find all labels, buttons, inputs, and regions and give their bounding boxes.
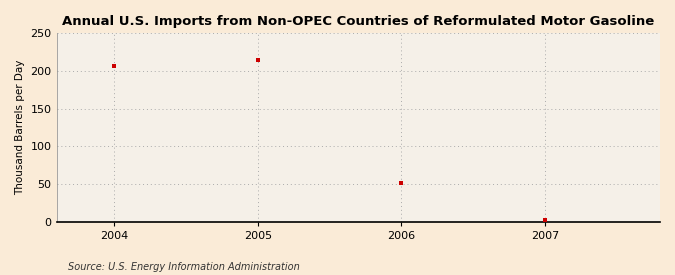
- Point: [539, 218, 550, 222]
- Point: [396, 181, 407, 186]
- Y-axis label: Thousand Barrels per Day: Thousand Barrels per Day: [15, 60, 25, 195]
- Point: [252, 57, 263, 62]
- Text: Source: U.S. Energy Information Administration: Source: U.S. Energy Information Administ…: [68, 262, 299, 272]
- Title: Annual U.S. Imports from Non-OPEC Countries of Reformulated Motor Gasoline: Annual U.S. Imports from Non-OPEC Countr…: [62, 15, 654, 28]
- Point: [109, 64, 119, 69]
